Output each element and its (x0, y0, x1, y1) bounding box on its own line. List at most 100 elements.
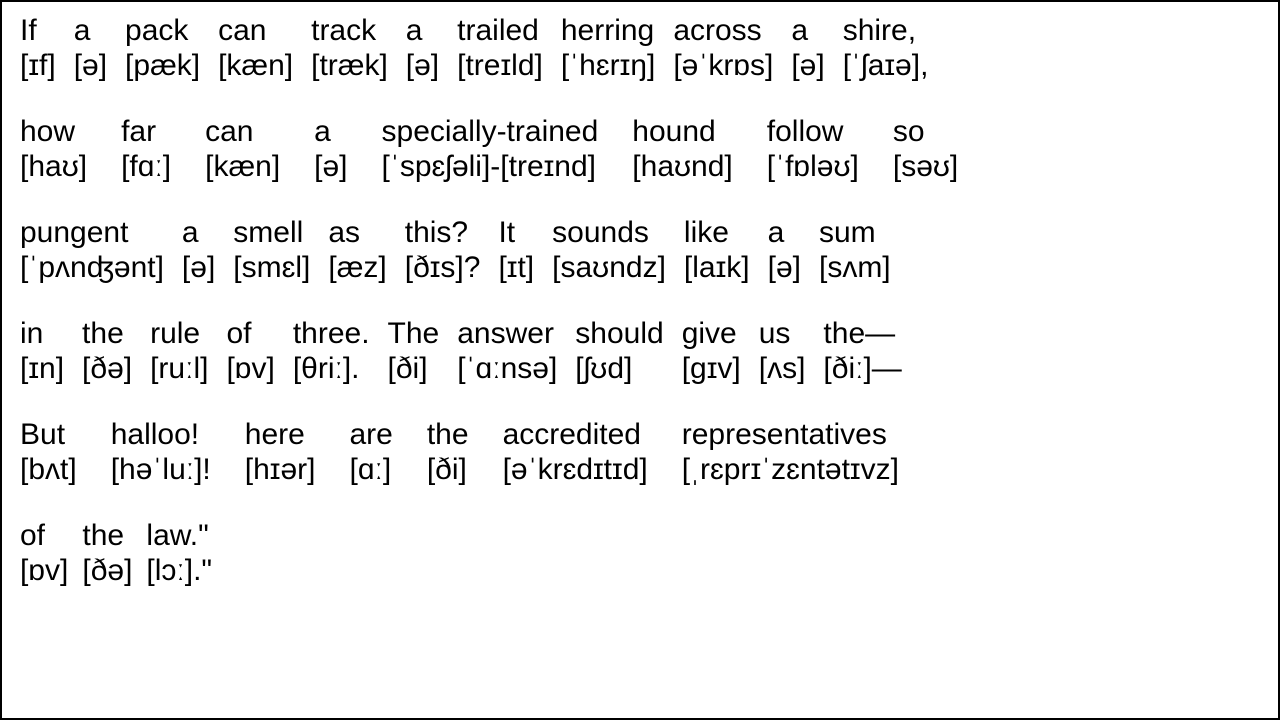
ipa-text: [laɪk] (684, 251, 750, 286)
word-column: a[ə] (791, 14, 824, 83)
ipa-text: [ˌrɛprɪˈzɛntətɪvz] (682, 453, 899, 488)
word-row: pungent[ˈpʌnʤənt]a[ə]smell[smɛl]as[æz]th… (20, 216, 1260, 285)
word-column: of[ɒv] (20, 519, 68, 588)
word-text: smell (233, 216, 303, 251)
word-column: smell[smɛl] (233, 216, 310, 285)
word-column: law."[lɔː]." (146, 519, 212, 588)
ipa-text: [saʊndz] (552, 251, 666, 286)
ipa-text: [ə] (768, 251, 801, 286)
word-text: the— (823, 317, 895, 352)
word-text: a (791, 14, 808, 49)
word-text: a (182, 216, 199, 251)
word-column: But[bʌt] (20, 418, 77, 487)
ipa-text: [haʊ] (20, 150, 87, 185)
ipa-text: [ðə] (82, 352, 132, 387)
line-group: in[ɪn]the[ðə]rule[ruːl]of[ɒv]three.[θriː… (20, 317, 1260, 386)
word-column: here[hɪər] (245, 418, 316, 487)
ipa-text: [æz] (328, 251, 386, 286)
word-column: halloo![həˈluː]! (111, 418, 211, 487)
word-text: rule (150, 317, 200, 352)
word-text: trailed (457, 14, 539, 49)
ipa-text: [treɪld] (457, 49, 543, 84)
word-column: track[træk] (311, 14, 388, 83)
word-text: should (575, 317, 663, 352)
word-column: sounds[saʊndz] (552, 216, 666, 285)
word-column: give[gɪv] (682, 317, 741, 386)
word-column: trailed[treɪld] (457, 14, 543, 83)
word-text: law." (146, 519, 208, 554)
word-column: pungent[ˈpʌnʤənt] (20, 216, 164, 285)
word-text: hound (632, 115, 715, 150)
word-text: a (406, 14, 423, 49)
word-column: us[ʌs] (759, 317, 806, 386)
word-text: far (121, 115, 156, 150)
word-column: If[ɪf] (20, 14, 56, 83)
word-column: hound[haʊnd] (632, 115, 732, 184)
word-text: across (673, 14, 761, 49)
ipa-text: [ði] (427, 453, 467, 488)
ipa-text: [səʊ] (893, 150, 958, 185)
line-group: But[bʌt] halloo![həˈluː]! here[hɪər] are[ɑː… (20, 418, 1260, 487)
word-text: give (682, 317, 737, 352)
word-text: halloo! (111, 418, 199, 453)
word-text: can (218, 14, 266, 49)
word-text: sounds (552, 216, 649, 251)
word-text: can (205, 115, 253, 150)
word-text: shire, (843, 14, 916, 49)
word-column: answer[ˈɑːnsə] (457, 317, 557, 386)
ipa-text: [ɪn] (20, 352, 64, 387)
word-text: here (245, 418, 305, 453)
word-column: specially-trained[ˈspɛʃəli]-[treɪnd] (382, 115, 599, 184)
ipa-text: [kæn] (218, 49, 293, 84)
word-text: specially-trained (382, 115, 599, 150)
word-column: of[ɒv] (226, 317, 274, 386)
word-text: a (314, 115, 331, 150)
ipa-text: [ði] (388, 352, 428, 387)
line-group: pungent[ˈpʌnʤənt]a[ə]smell[smɛl]as[æz]th… (20, 216, 1260, 285)
ipa-text: [ʌs] (759, 352, 806, 387)
word-text: If (20, 14, 37, 49)
word-text: follow (767, 115, 844, 150)
word-text: in (20, 317, 43, 352)
ipa-text: [ˈhɛrɪŋ] (561, 49, 655, 84)
word-column: The[ði] (388, 317, 440, 386)
word-column: follow[ˈfɒləʊ] (767, 115, 859, 184)
ipa-text: [ɑː] (349, 453, 391, 488)
ipa-text: [ə] (314, 150, 347, 185)
line-group: If[ɪf] a[ə] pack[pæk] can[kæn] track[træk] a [… (20, 14, 1260, 83)
ipa-text: [ə] (182, 251, 215, 286)
word-column: far[fɑː] (121, 115, 171, 184)
word-text: of (226, 317, 251, 352)
word-text: like (684, 216, 729, 251)
ipa-text: [fɑː] (121, 150, 171, 185)
ipa-text: [smɛl] (233, 251, 310, 286)
word-text: are (349, 418, 392, 453)
word-text: this? (405, 216, 468, 251)
word-column: It[ɪt] (498, 216, 534, 285)
ipa-text: [hɪər] (245, 453, 316, 488)
word-text: herring (561, 14, 654, 49)
ipa-text: [həˈluː]! (111, 453, 211, 488)
word-text: of (20, 519, 45, 554)
word-text: representatives (682, 418, 887, 453)
ipa-text: [ˈʃaɪə], (843, 49, 929, 84)
word-column: a[ə] (314, 115, 347, 184)
ipa-text: [əˈkrɒs] (673, 49, 773, 84)
word-column: the[ði] (427, 418, 469, 487)
word-text: the (427, 418, 469, 453)
word-text: the (82, 519, 124, 554)
ipa-text: [ruːl] (150, 352, 208, 387)
word-column: shire,[ˈʃaɪə], (843, 14, 929, 83)
ipa-text: [pæk] (125, 49, 200, 84)
ipa-text: [ˈpʌnʤənt] (20, 251, 164, 286)
ipa-text: [ʃʊd] (575, 352, 632, 387)
word-text: answer (457, 317, 554, 352)
word-column: can[kæn] (205, 115, 280, 184)
word-text: three. (293, 317, 370, 352)
word-text: a (74, 14, 91, 49)
ipa-text: [kæn] (205, 150, 280, 185)
word-column: as[æz] (328, 216, 386, 285)
ipa-text: [ˈspɛʃəli]-[treɪnd] (382, 150, 597, 185)
word-column: pack[pæk] (125, 14, 200, 83)
ipa-text: [lɔː]." (146, 554, 212, 589)
